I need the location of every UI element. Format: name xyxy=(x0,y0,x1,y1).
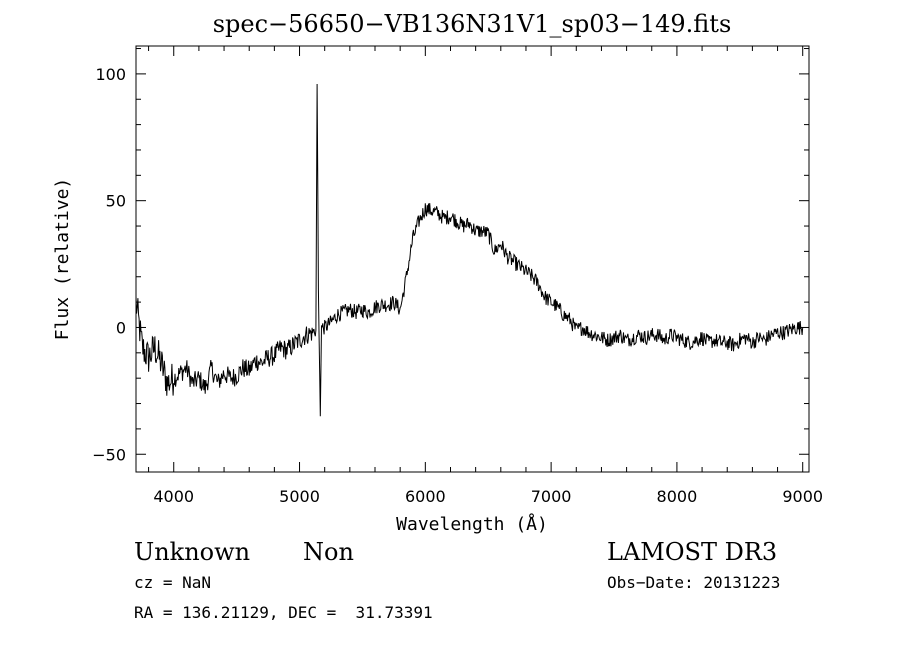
axis-tick-labels: 4000 5000 6000 7000 8000 9000 −50 0 50 100 xyxy=(92,65,823,506)
plot-frame xyxy=(135,45,810,473)
y-tick-label: 50 xyxy=(106,192,126,211)
x-tick-label: 9000 xyxy=(782,487,823,506)
redshift-value: cz = NaN xyxy=(134,573,212,592)
chart-title: spec−56650−VB136N31V1_sp03−149.fits xyxy=(213,10,732,38)
x-tick-label: 7000 xyxy=(531,487,572,506)
axis-ticks xyxy=(136,46,809,472)
x-tick-label: 5000 xyxy=(279,487,320,506)
x-tick-label: 6000 xyxy=(405,487,446,506)
survey-label: LAMOST DR3 xyxy=(607,538,778,566)
coordinates: RA = 136.21129, DEC = 31.73391 xyxy=(134,603,433,622)
y-axis-label: Flux (relative) xyxy=(52,178,73,341)
y-tick-label: 100 xyxy=(95,65,126,84)
spectrum-series xyxy=(136,83,804,417)
x-tick-label: 8000 xyxy=(657,487,698,506)
classification-label: Unknown xyxy=(134,538,251,566)
spectrum-line xyxy=(136,83,804,417)
subclass-label: Non xyxy=(303,538,354,566)
x-axis-label: Wavelength (Å) xyxy=(396,513,548,535)
y-tick-label: 0 xyxy=(116,318,126,337)
y-tick-label: −50 xyxy=(92,445,126,464)
x-tick-label: 4000 xyxy=(153,487,194,506)
obs-date: Obs−Date: 20131223 xyxy=(607,573,781,592)
